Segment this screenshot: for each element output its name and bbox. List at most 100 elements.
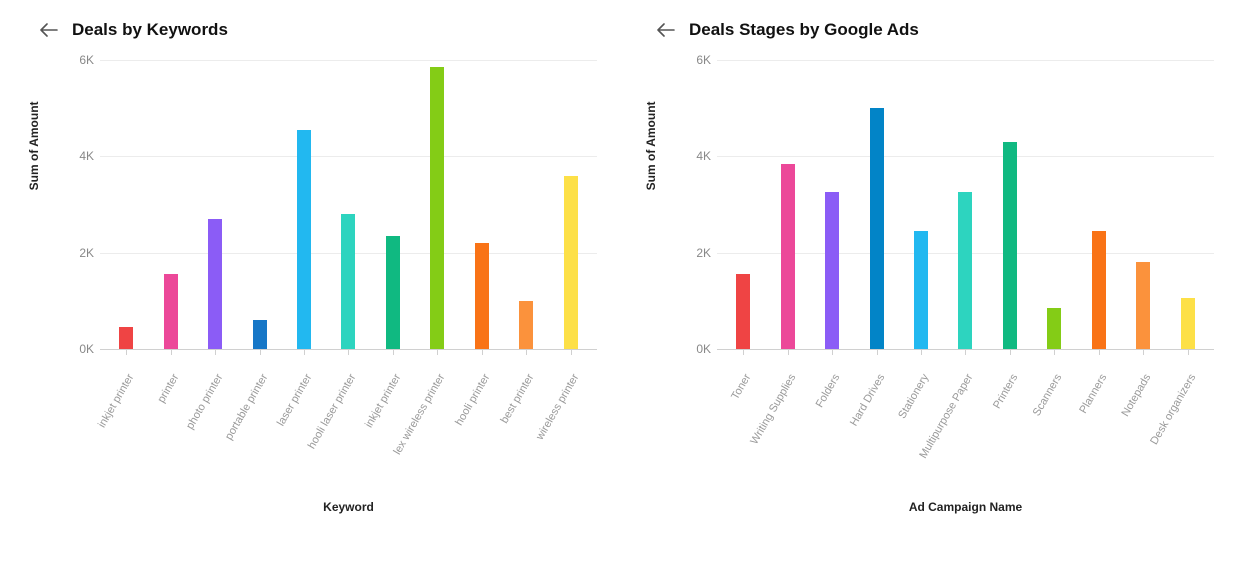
chart-area-googleads: Sum of Amount 0K2K4K6K	[657, 60, 1214, 360]
bar-slot	[504, 60, 548, 349]
dashboard: Deals by Keywords Sum of Amount 0K2K4K6K…	[40, 20, 1214, 514]
x-tick	[1010, 349, 1011, 355]
bar-slot	[326, 60, 370, 349]
bar[interactable]	[119, 327, 133, 349]
bar[interactable]	[1047, 308, 1061, 349]
x-tick	[526, 349, 527, 355]
x-tick	[571, 349, 572, 355]
x-tick	[482, 349, 483, 355]
bar[interactable]	[914, 231, 928, 349]
x-tick	[965, 349, 966, 355]
plot: 0K2K4K6K	[100, 60, 597, 350]
y-tick-label: 2K	[677, 246, 711, 260]
bar-slot	[282, 60, 326, 349]
bar-slot	[765, 60, 809, 349]
bar[interactable]	[1092, 231, 1106, 349]
x-axis-label: Ad Campaign Name	[657, 500, 1214, 514]
bar-slot	[193, 60, 237, 349]
x-tick	[743, 349, 744, 355]
x-tick	[788, 349, 789, 355]
bar[interactable]	[341, 214, 355, 349]
bar[interactable]	[475, 243, 489, 349]
panel-header: Deals Stages by Google Ads	[657, 20, 1214, 40]
x-tick	[437, 349, 438, 355]
x-tick-label: Planners	[1077, 366, 1121, 476]
bar-slot	[148, 60, 192, 349]
x-tick	[171, 349, 172, 355]
bar[interactable]	[386, 236, 400, 349]
x-tick-label: Hard Drives	[854, 366, 898, 476]
bar-slot	[988, 60, 1032, 349]
y-axis-label: Sum of Amount	[27, 101, 41, 190]
x-tick-label: hooli printer	[460, 366, 504, 476]
bar-slot	[1032, 60, 1076, 349]
x-tick	[348, 349, 349, 355]
chart-area-keywords: Sum of Amount 0K2K4K6K	[40, 60, 597, 360]
x-tick	[1188, 349, 1189, 355]
bar-slot	[854, 60, 898, 349]
x-axis-label: Keyword	[40, 500, 597, 514]
bar[interactable]	[825, 192, 839, 349]
back-arrow-icon[interactable]	[657, 21, 675, 39]
y-tick-label: 0K	[60, 342, 94, 356]
bar-slot	[460, 60, 504, 349]
bar-slot	[721, 60, 765, 349]
bar[interactable]	[253, 320, 267, 349]
bar-slot	[415, 60, 459, 349]
bar-slot	[549, 60, 593, 349]
bar[interactable]	[519, 301, 533, 349]
panel-title: Deals Stages by Google Ads	[689, 20, 919, 40]
bar-slot	[371, 60, 415, 349]
bar-slot	[1166, 60, 1210, 349]
y-tick-label: 2K	[60, 246, 94, 260]
bar[interactable]	[164, 274, 178, 349]
bars	[717, 60, 1214, 349]
plot: 0K2K4K6K	[717, 60, 1214, 350]
bar-slot	[104, 60, 148, 349]
x-tick	[1143, 349, 1144, 355]
bar-slot	[943, 60, 987, 349]
bar[interactable]	[564, 176, 578, 349]
y-tick-label: 4K	[60, 149, 94, 163]
y-axis-label: Sum of Amount	[644, 101, 658, 190]
panel-header: Deals by Keywords	[40, 20, 597, 40]
bar-slot	[1077, 60, 1121, 349]
bar[interactable]	[736, 274, 750, 349]
back-arrow-icon[interactable]	[40, 21, 58, 39]
x-tick	[921, 349, 922, 355]
y-tick-label: 6K	[60, 53, 94, 67]
x-tick	[393, 349, 394, 355]
bar[interactable]	[208, 219, 222, 349]
bars	[100, 60, 597, 349]
x-labels: inkjet printerprinterphoto printerportab…	[40, 366, 597, 496]
bar[interactable]	[1181, 298, 1195, 349]
x-tick	[877, 349, 878, 355]
x-tick-label: Writing Supplies	[765, 366, 809, 476]
y-tick-label: 6K	[677, 53, 711, 67]
panel-googleads: Deals Stages by Google Ads Sum of Amount…	[657, 20, 1214, 514]
x-tick-label: Multipurpose Paper	[943, 366, 987, 476]
bar[interactable]	[781, 164, 795, 349]
bar[interactable]	[1003, 142, 1017, 349]
x-tick-label: Printers	[988, 366, 1032, 476]
x-labels: TonerWriting SuppliesFoldersHard DrivesS…	[657, 366, 1214, 496]
bar-slot	[1121, 60, 1165, 349]
x-tick	[1099, 349, 1100, 355]
x-tick-label: inkjet printer	[104, 366, 148, 476]
x-tick-label: wireless printer	[549, 366, 593, 476]
bar-slot	[810, 60, 854, 349]
bar[interactable]	[870, 108, 884, 349]
panel-title: Deals by Keywords	[72, 20, 228, 40]
bar[interactable]	[1136, 262, 1150, 349]
bar-slot	[899, 60, 943, 349]
x-tick	[215, 349, 216, 355]
x-tick	[260, 349, 261, 355]
bar-slot	[237, 60, 281, 349]
bar[interactable]	[430, 67, 444, 349]
x-tick	[304, 349, 305, 355]
bar[interactable]	[958, 192, 972, 349]
bar[interactable]	[297, 130, 311, 349]
x-tick	[1054, 349, 1055, 355]
y-tick-label: 0K	[677, 342, 711, 356]
x-tick	[832, 349, 833, 355]
